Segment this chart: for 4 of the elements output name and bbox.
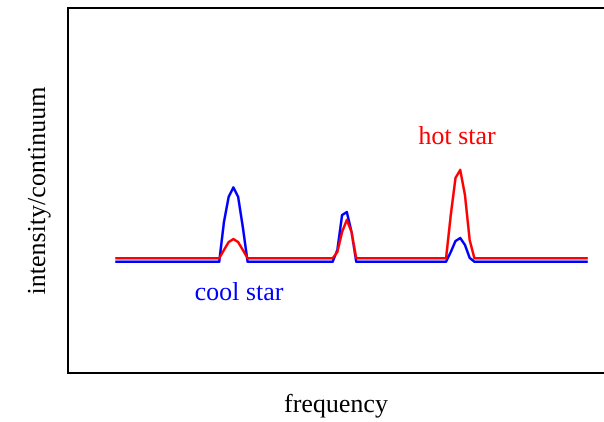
series-label: cool star (194, 276, 284, 306)
y-axis-title: intensity/continuum (22, 86, 51, 294)
series-label: hot star (418, 120, 496, 150)
x-axis-title: frequency (284, 388, 388, 418)
